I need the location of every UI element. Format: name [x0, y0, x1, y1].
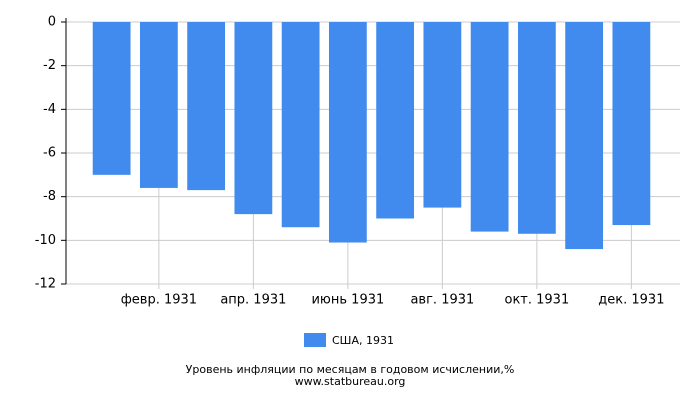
legend-label: США, 1931 — [332, 334, 394, 347]
legend-swatch — [304, 333, 326, 347]
x-tick-label: февр. 1931 — [121, 293, 197, 308]
bar — [139, 22, 178, 188]
bar — [328, 22, 367, 243]
x-tick-label: дек. 1931 — [598, 293, 664, 308]
bar — [565, 22, 604, 250]
bar — [612, 22, 651, 226]
bar — [470, 22, 509, 232]
y-tick-label: -4 — [43, 102, 56, 117]
y-tick-label: -10 — [35, 233, 56, 248]
bar — [187, 22, 226, 191]
y-tick-label: 0 — [48, 15, 56, 30]
x-tick-label: апр. 1931 — [220, 293, 286, 308]
x-tick-label: июнь 1931 — [311, 293, 384, 308]
footer-source: www.statbureau.org — [295, 375, 406, 388]
bar — [517, 22, 556, 234]
footer-title: Уровень инфляции по месяцам в годовом ис… — [186, 363, 515, 376]
y-tick-label: -2 — [43, 58, 56, 73]
y-tick-label: -6 — [43, 146, 56, 161]
x-tick-label: авг. 1931 — [410, 293, 474, 308]
x-tick-label: окт. 1931 — [505, 293, 570, 308]
y-tick-label: -8 — [43, 189, 56, 204]
bar — [92, 22, 131, 175]
bar — [423, 22, 462, 208]
y-tick-label: -12 — [35, 277, 56, 292]
bar — [281, 22, 320, 228]
bar — [376, 22, 415, 219]
bar — [234, 22, 273, 215]
